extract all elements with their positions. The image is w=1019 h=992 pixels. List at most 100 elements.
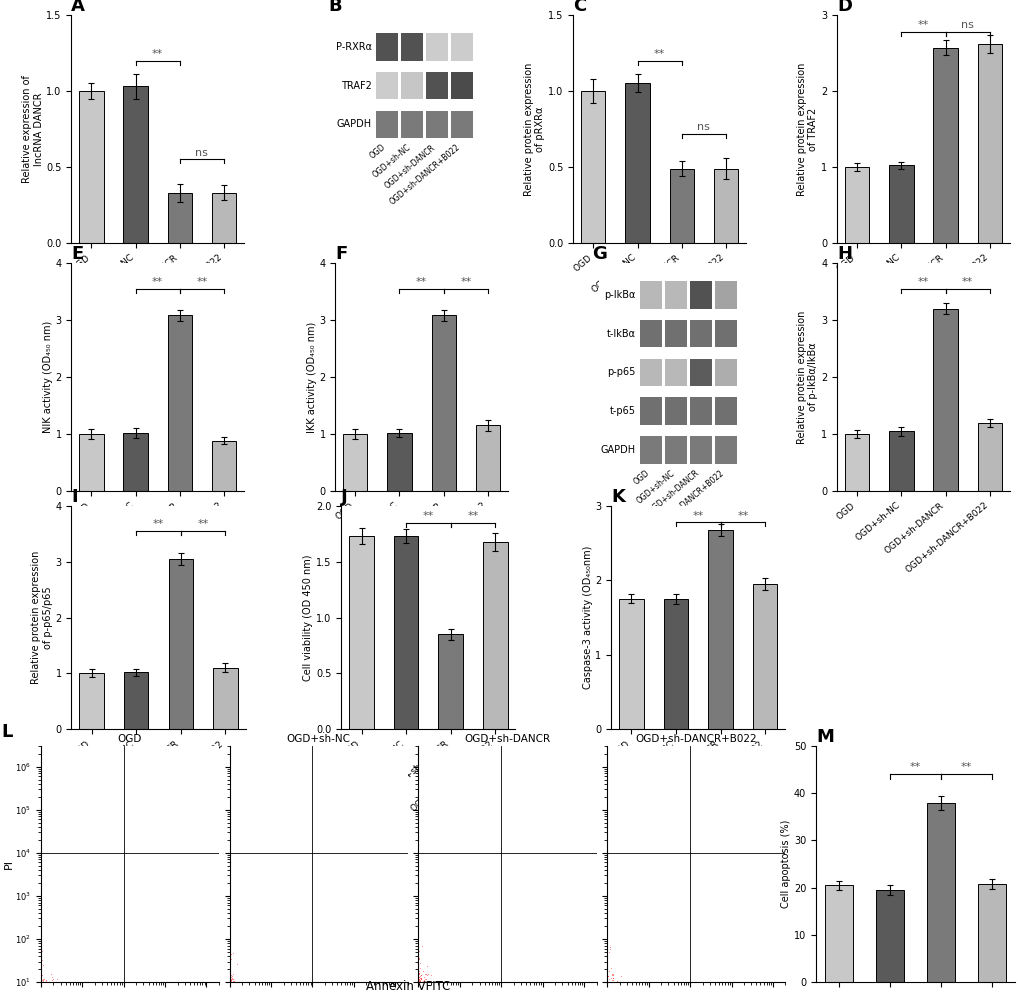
Point (551, 975, 568, 991)
Point (400, 978, 417, 992)
Point (177, 984, 194, 992)
Point (196, 991, 212, 992)
Point (221, 978, 237, 992)
Point (417, 990, 433, 992)
Point (582, 983, 598, 992)
Point (392, 982, 409, 992)
Point (189, 963, 205, 979)
Point (583, 988, 599, 992)
Point (577, 984, 593, 992)
Point (179, 977, 196, 992)
Point (364, 986, 380, 992)
Point (180, 976, 197, 992)
Point (212, 990, 228, 992)
Point (578, 976, 594, 992)
Point (417, 978, 433, 992)
Point (574, 982, 590, 992)
Point (583, 973, 599, 989)
Text: H: H (837, 245, 852, 263)
Point (376, 965, 392, 981)
Point (408, 967, 424, 983)
Point (560, 990, 577, 992)
Point (21, 975, 38, 991)
Point (210, 980, 226, 992)
Point (199, 986, 215, 992)
Point (404, 990, 420, 992)
Point (569, 987, 585, 992)
Point (572, 974, 588, 990)
Point (24, 982, 41, 992)
Point (22, 983, 39, 992)
Point (189, 984, 205, 992)
Point (208, 981, 224, 992)
Point (565, 981, 581, 992)
Point (408, 986, 424, 992)
Point (556, 982, 573, 992)
Point (30, 985, 46, 992)
Point (559, 986, 576, 992)
Point (372, 973, 388, 989)
Point (404, 959, 420, 975)
Point (209, 983, 225, 992)
Point (560, 987, 577, 992)
Point (211, 979, 227, 992)
Point (385, 983, 401, 992)
Point (581, 974, 597, 990)
Point (408, 981, 424, 992)
Point (566, 972, 582, 988)
Point (190, 984, 206, 992)
Point (397, 982, 414, 992)
Point (416, 969, 432, 985)
Point (22, 974, 39, 990)
Point (415, 988, 431, 992)
Point (180, 981, 197, 992)
Point (386, 984, 403, 992)
Point (388, 981, 405, 992)
Point (382, 970, 398, 986)
Point (405, 990, 421, 992)
Point (26, 983, 43, 992)
Point (401, 987, 418, 992)
Point (0, 987, 15, 992)
Point (0, 980, 16, 992)
Point (201, 988, 217, 992)
Point (560, 969, 577, 985)
Point (375, 979, 391, 992)
Point (566, 976, 582, 992)
Point (409, 979, 425, 992)
Point (182, 979, 199, 992)
Point (7, 973, 23, 989)
Point (0, 990, 10, 992)
Point (40, 987, 56, 992)
Point (198, 987, 214, 992)
Point (411, 976, 427, 992)
Point (178, 981, 195, 992)
Point (562, 989, 579, 992)
Point (365, 981, 381, 992)
Text: B: B (328, 0, 341, 15)
Point (0, 979, 16, 992)
Point (570, 974, 586, 990)
Point (377, 979, 393, 992)
Point (10, 990, 26, 992)
Point (3, 983, 19, 992)
Point (381, 980, 397, 992)
Point (373, 988, 389, 992)
Point (192, 973, 208, 989)
Point (0, 986, 4, 992)
Point (22, 937, 39, 953)
Point (599, 981, 615, 992)
Point (380, 969, 396, 985)
Point (171, 976, 187, 992)
Point (589, 980, 605, 992)
Point (15, 978, 32, 992)
Point (568, 985, 584, 992)
Point (0, 987, 1, 992)
Point (410, 983, 426, 992)
Point (375, 988, 391, 992)
Point (584, 988, 600, 992)
Point (377, 988, 393, 992)
Point (199, 989, 215, 992)
Point (203, 982, 219, 992)
Point (195, 980, 211, 992)
